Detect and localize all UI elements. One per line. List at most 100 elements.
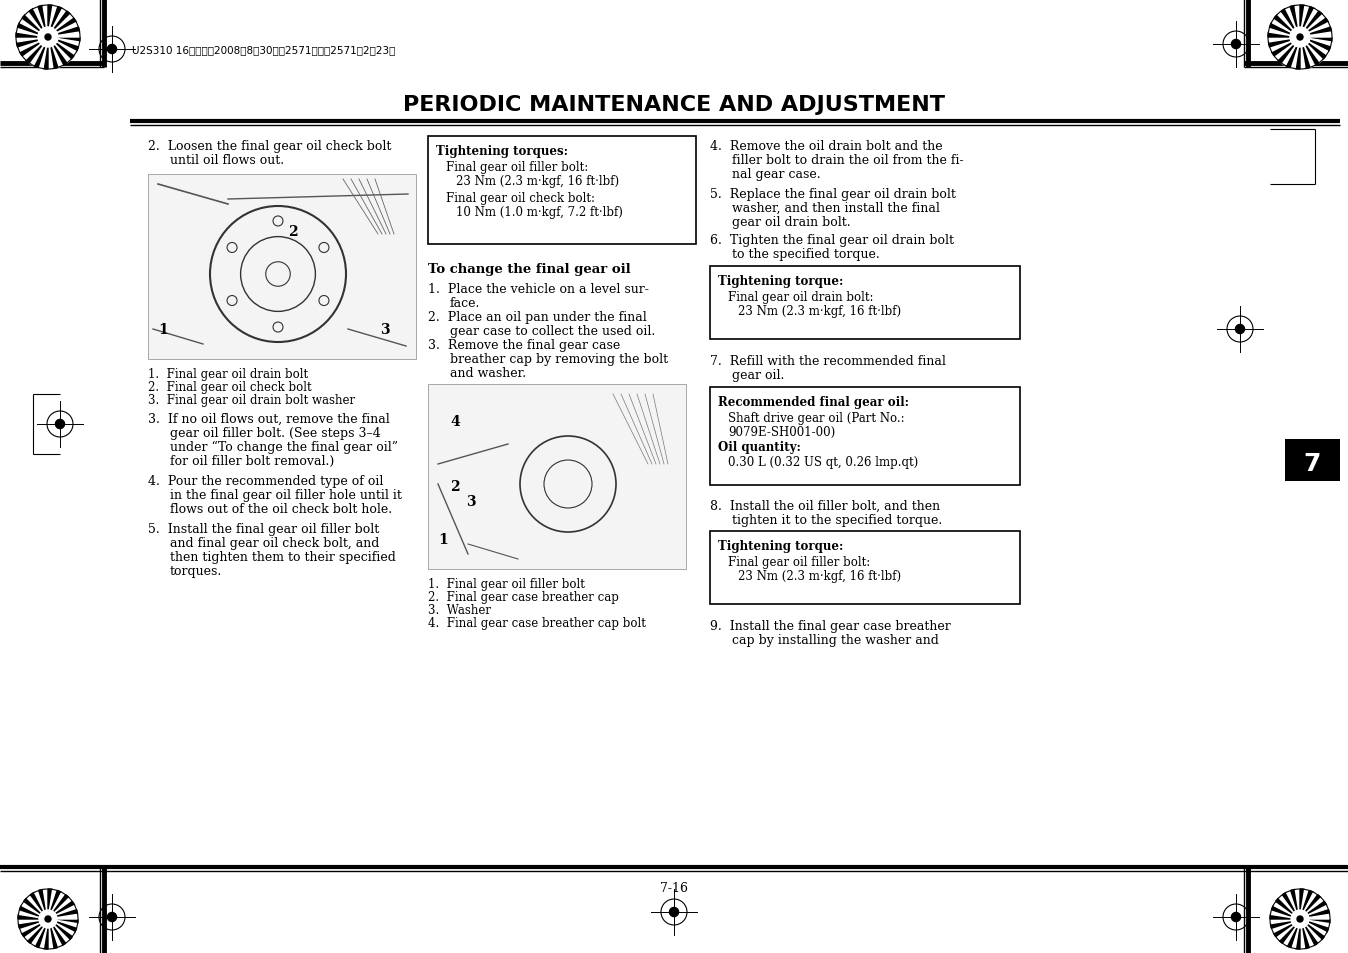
Wedge shape xyxy=(18,914,39,919)
Wedge shape xyxy=(1286,8,1297,29)
Wedge shape xyxy=(35,927,46,947)
Wedge shape xyxy=(30,46,43,67)
Wedge shape xyxy=(57,914,78,919)
Text: Oil quantity:: Oil quantity: xyxy=(718,440,801,454)
Text: 2.  Loosen the final gear oil check bolt: 2. Loosen the final gear oil check bolt xyxy=(148,140,391,152)
Text: 10 Nm (1.0 m·kgf, 7.2 ft·lbf): 10 Nm (1.0 m·kgf, 7.2 ft·lbf) xyxy=(456,206,623,219)
Text: 7.  Refill with the recommended final: 7. Refill with the recommended final xyxy=(710,355,946,368)
Text: Final gear oil filler bolt:: Final gear oil filler bolt: xyxy=(446,161,588,173)
Wedge shape xyxy=(1282,926,1295,945)
Text: 1.  Final gear oil drain bolt: 1. Final gear oil drain bolt xyxy=(148,368,309,380)
Wedge shape xyxy=(1275,898,1294,914)
Wedge shape xyxy=(34,8,44,29)
Circle shape xyxy=(39,910,57,928)
Wedge shape xyxy=(16,38,38,43)
Text: flows out of the oil check bolt hole.: flows out of the oil check bolt hole. xyxy=(170,502,392,516)
Wedge shape xyxy=(22,923,40,937)
Wedge shape xyxy=(1278,12,1294,30)
Text: torques.: torques. xyxy=(170,564,222,578)
Wedge shape xyxy=(1302,7,1310,29)
Wedge shape xyxy=(55,15,74,32)
Text: for oil filler bolt removal.): for oil filler bolt removal.) xyxy=(170,455,334,468)
Circle shape xyxy=(38,28,58,48)
Text: cap by installing the washer and: cap by installing the washer and xyxy=(732,634,938,646)
Wedge shape xyxy=(1282,892,1295,912)
Text: breather cap by removing the bolt: breather cap by removing the bolt xyxy=(450,353,669,366)
Wedge shape xyxy=(57,905,77,916)
Wedge shape xyxy=(1270,24,1291,35)
Wedge shape xyxy=(1309,921,1329,928)
Wedge shape xyxy=(1295,928,1299,949)
Wedge shape xyxy=(1304,892,1317,912)
Wedge shape xyxy=(1304,926,1317,945)
Text: gear case to collect the used oil.: gear case to collect the used oil. xyxy=(450,325,655,337)
Wedge shape xyxy=(1301,889,1309,910)
Wedge shape xyxy=(19,910,39,918)
Wedge shape xyxy=(1286,47,1297,69)
Wedge shape xyxy=(1310,33,1332,38)
Wedge shape xyxy=(18,41,39,52)
Text: 3.  Washer: 3. Washer xyxy=(429,603,491,617)
Wedge shape xyxy=(16,39,39,48)
Wedge shape xyxy=(57,922,77,933)
Text: under “To change the final gear oil”: under “To change the final gear oil” xyxy=(170,440,398,454)
Wedge shape xyxy=(19,921,39,928)
Text: 2.  Final gear case breather cap: 2. Final gear case breather cap xyxy=(429,590,619,603)
Wedge shape xyxy=(1270,919,1291,923)
Text: Final gear oil filler bolt:: Final gear oil filler bolt: xyxy=(728,556,871,568)
Wedge shape xyxy=(54,924,73,941)
Wedge shape xyxy=(1308,902,1326,915)
Text: 4.  Final gear case breather cap bolt: 4. Final gear case breather cap bolt xyxy=(429,617,646,629)
Wedge shape xyxy=(24,898,42,914)
Text: Recommended final gear oil:: Recommended final gear oil: xyxy=(718,395,909,409)
Wedge shape xyxy=(1270,41,1291,52)
Wedge shape xyxy=(51,8,62,29)
Wedge shape xyxy=(49,6,53,28)
Wedge shape xyxy=(1305,895,1321,913)
Wedge shape xyxy=(55,902,74,915)
Wedge shape xyxy=(1309,910,1329,918)
Wedge shape xyxy=(22,15,40,32)
Text: 2.  Place an oil pan under the final: 2. Place an oil pan under the final xyxy=(429,311,647,324)
Wedge shape xyxy=(1308,922,1329,933)
Wedge shape xyxy=(1279,895,1294,913)
Wedge shape xyxy=(22,902,40,915)
Wedge shape xyxy=(18,919,39,923)
Text: 4: 4 xyxy=(450,415,460,429)
Wedge shape xyxy=(1302,48,1310,70)
Wedge shape xyxy=(1268,39,1290,48)
Wedge shape xyxy=(31,892,44,912)
Text: in the final gear oil filler hole until it: in the final gear oil filler hole until … xyxy=(170,489,402,501)
Wedge shape xyxy=(38,7,46,29)
Wedge shape xyxy=(54,898,73,914)
Wedge shape xyxy=(58,39,80,48)
Bar xyxy=(429,385,686,569)
Text: Final gear oil check bolt:: Final gear oil check bolt: xyxy=(446,192,594,205)
Wedge shape xyxy=(54,925,69,943)
Wedge shape xyxy=(1304,47,1314,69)
Circle shape xyxy=(108,912,116,922)
Wedge shape xyxy=(1306,898,1324,914)
Wedge shape xyxy=(50,927,57,948)
Wedge shape xyxy=(1274,923,1293,937)
Wedge shape xyxy=(18,24,39,35)
Wedge shape xyxy=(26,12,42,30)
Wedge shape xyxy=(26,45,42,64)
Text: 23 Nm (2.3 m·kgf, 16 ft·lbf): 23 Nm (2.3 m·kgf, 16 ft·lbf) xyxy=(737,305,900,317)
Wedge shape xyxy=(1305,10,1318,30)
Bar xyxy=(1285,439,1340,481)
Bar xyxy=(429,137,696,245)
Wedge shape xyxy=(38,48,46,70)
Text: nal gear case.: nal gear case. xyxy=(732,168,821,181)
Text: Tightening torque:: Tightening torque: xyxy=(718,539,844,553)
Wedge shape xyxy=(1275,924,1294,941)
Circle shape xyxy=(1297,35,1304,41)
Wedge shape xyxy=(35,890,46,911)
Wedge shape xyxy=(1301,927,1309,948)
Circle shape xyxy=(1232,40,1240,50)
Wedge shape xyxy=(1309,28,1332,36)
Wedge shape xyxy=(1299,889,1305,910)
Wedge shape xyxy=(22,44,40,61)
Wedge shape xyxy=(49,889,53,910)
Wedge shape xyxy=(51,890,62,911)
